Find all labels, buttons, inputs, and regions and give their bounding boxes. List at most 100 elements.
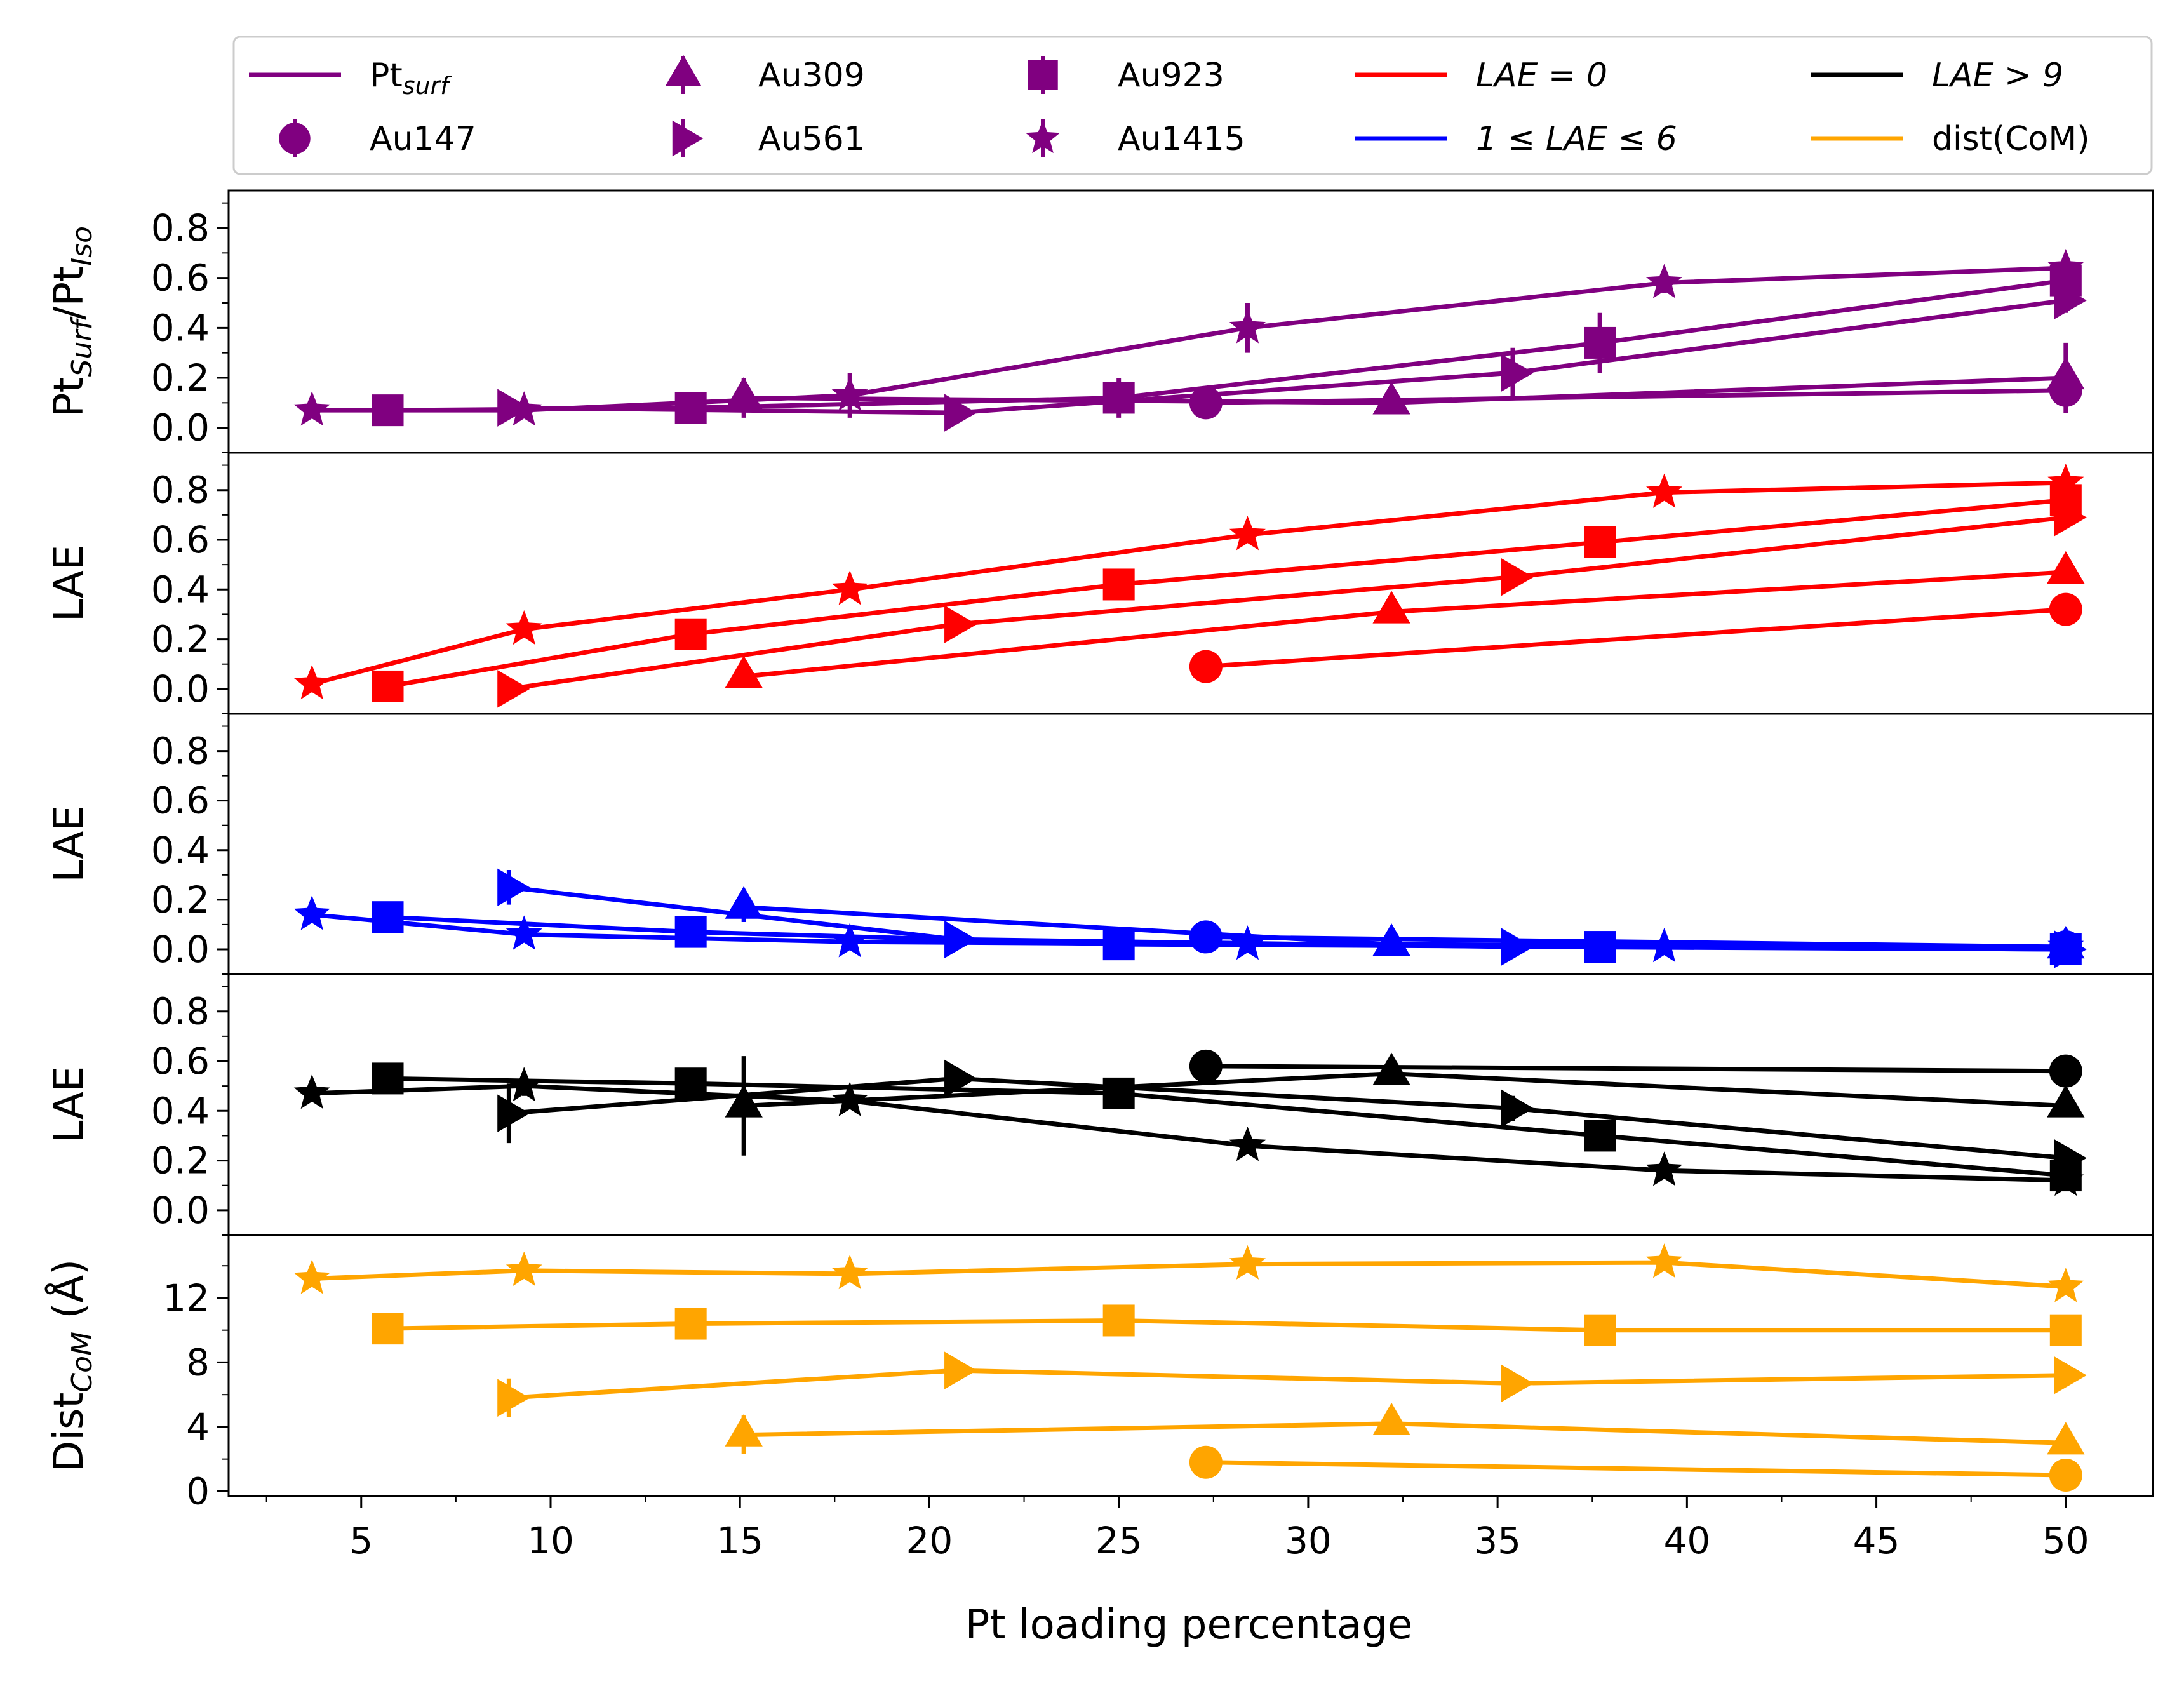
legend: Ptsurf Au147 Au309 Au561 Au923 Au1415 LAE = 0 1…	[232, 36, 2153, 175]
legend-marker-entry: Au1415	[1025, 119, 1245, 158]
y-tick-label: 0.6	[151, 257, 210, 300]
data-point-star	[831, 1081, 868, 1116]
data-point-circle	[1189, 920, 1223, 954]
data-point-square	[1102, 568, 1135, 601]
series-line	[1205, 607, 2067, 669]
data-point-square	[372, 670, 404, 702]
legend-label: Au147	[370, 120, 476, 158]
series-triangle-right	[497, 1351, 2087, 1417]
legend-line-entry: LAE > 9	[1811, 57, 2063, 95]
legend-marker-entry: Au147	[279, 119, 476, 158]
legend-marker-circle	[279, 123, 311, 154]
data-point-triangle-right	[497, 670, 530, 708]
y-axis-label: LAE	[46, 805, 93, 882]
data-point-triangle	[2047, 1422, 2085, 1455]
legend-label: Au309	[758, 57, 865, 95]
y-tick-label: 0.6	[151, 518, 210, 561]
data-point-square	[1102, 1077, 1135, 1109]
data-point-triangle-right	[497, 1094, 530, 1132]
y-tick-label: 0.8	[151, 730, 210, 773]
legend-label: dist(CoM)	[1932, 120, 2090, 158]
x-tick-label: 20	[906, 1519, 953, 1562]
data-point-triangle-right	[1501, 1089, 1534, 1128]
y-tick-label: 0.0	[151, 667, 210, 711]
y-tick-label: 12	[163, 1276, 210, 1320]
x-tick-label: 45	[1853, 1519, 1900, 1562]
series-line	[508, 515, 2067, 692]
panel-5: 0 4 8 12 DistCoM (Å)	[44, 1234, 2154, 1513]
data-point-star	[2047, 464, 2084, 498]
data-point-circle	[1189, 650, 1223, 683]
panel-3: 0.0 0.2 0.4 0.6 0.8 LAE	[46, 713, 2154, 975]
series-line	[312, 1083, 2066, 1183]
x-tick-label: 5	[349, 1519, 373, 1562]
series-triangle	[725, 1402, 2085, 1455]
x-tick-label: 40	[1663, 1519, 1710, 1562]
legend-label: Au923	[1118, 57, 1224, 95]
data-point-circle	[2049, 1054, 2082, 1088]
data-point-star	[1229, 1245, 1266, 1280]
series-line	[312, 1260, 2067, 1289]
series-star	[293, 248, 2084, 426]
y-tick-label: 0.2	[151, 356, 210, 399]
x-tick-label: 25	[1095, 1519, 1142, 1562]
legend-marker-entry: Au923	[1028, 56, 1224, 95]
data-point-star	[293, 391, 330, 426]
series-triangle	[725, 551, 2085, 688]
legend-line-entry: 1 ≤ LAE ≤ 6	[1355, 120, 1677, 158]
legend-line-entry: Ptsurf	[249, 57, 452, 100]
x-tick-label: 35	[1474, 1519, 1521, 1562]
series-star	[293, 464, 2084, 700]
y-tick-label: 0.0	[151, 1189, 210, 1232]
data-point-star	[1646, 928, 1683, 963]
x-tick-label: 50	[2042, 1519, 2089, 1562]
legend-label: LAE = 0	[1476, 57, 1607, 95]
series-line	[1205, 1460, 2066, 1478]
legend-marker-square	[1028, 60, 1058, 90]
legend-marker-triangle-right	[672, 120, 704, 157]
data-point-square	[372, 901, 404, 933]
legend-label: Ptsurf	[370, 57, 452, 100]
data-point-star	[506, 1251, 542, 1287]
y-axis-label: LAE	[46, 1066, 93, 1143]
data-point-triangle-right	[1501, 1364, 1534, 1403]
data-point-star	[506, 610, 542, 645]
data-point-star	[293, 665, 330, 700]
y-tick-label: 4	[186, 1405, 210, 1448]
data-point-triangle	[725, 1085, 763, 1118]
data-point-triangle-right	[497, 1379, 530, 1417]
data-point-star	[1646, 264, 1683, 298]
data-point-star	[2047, 248, 2084, 284]
y-tick-label: 0.2	[151, 878, 210, 921]
data-point-square	[2049, 1314, 2082, 1346]
data-point-triangle-right	[497, 868, 530, 907]
y-axis-label: DistCoM (Å)	[44, 1259, 98, 1472]
series-circle	[1189, 1445, 2082, 1492]
series-circle	[1189, 592, 2082, 683]
legend-marker-star	[1025, 120, 1061, 154]
data-point-triangle-right	[1501, 354, 1534, 392]
data-point-circle	[2049, 1459, 2082, 1492]
y-tick-label: 0.4	[151, 829, 210, 872]
data-point-star	[831, 923, 868, 958]
legend-frame	[232, 36, 2153, 175]
data-point-star	[1646, 1243, 1683, 1278]
series-line	[509, 1368, 2066, 1400]
x-tick-label: 30	[1285, 1519, 1332, 1562]
y-tick-label: 0.4	[151, 568, 210, 611]
series-star	[293, 1067, 2084, 1196]
data-point-triangle-right	[944, 1351, 977, 1389]
series-star	[293, 895, 2084, 963]
data-point-triangle-right	[944, 605, 977, 643]
panel-1: 0.0 0.2 0.4 0.6 0.8 PtSurf/PtIso	[46, 189, 2154, 454]
series-line	[311, 480, 2066, 686]
panels: 0.00.20.40.60.8PtSurf/PtIso0.00.20.40.60…	[44, 189, 2154, 1513]
data-point-star	[506, 391, 542, 426]
y-tick-label: 0.8	[151, 206, 210, 250]
data-point-star	[1646, 1151, 1683, 1186]
data-point-circle	[1189, 1049, 1223, 1083]
series-line	[312, 265, 2066, 413]
data-point-square	[674, 916, 707, 948]
data-point-triangle	[725, 1414, 763, 1447]
